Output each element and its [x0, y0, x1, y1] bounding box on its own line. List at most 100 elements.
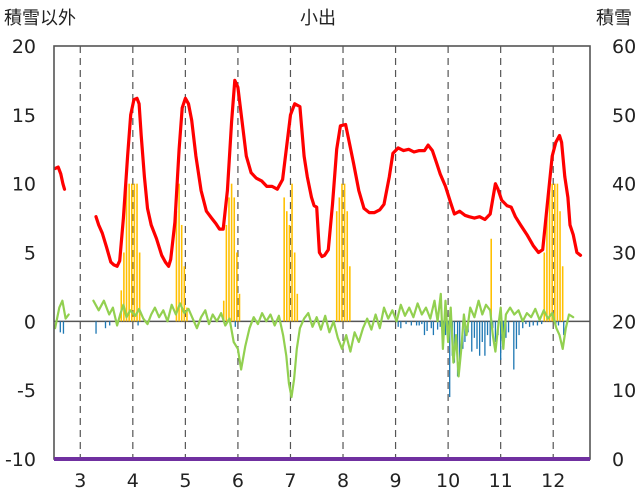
right-tick-4: 20 [612, 311, 636, 333]
snow-bar-34 [546, 211, 548, 322]
snow-bar-15 [228, 197, 230, 322]
snow-bar-40 [561, 266, 564, 322]
precip-bar-33 [476, 321, 478, 349]
x-tick-0: 3 [74, 470, 86, 492]
precip-bar-29 [464, 321, 466, 342]
left-tick-2: 10 [12, 174, 36, 196]
precip-bar-53 [536, 321, 539, 326]
snow-bar-9 [178, 183, 180, 322]
snow-bar-7 [138, 252, 141, 322]
precip-bar-31 [471, 321, 473, 352]
snow-bar-36 [551, 183, 553, 322]
right-axis-label: 積雪 [596, 8, 632, 29]
chart-title: 小出 [300, 8, 336, 29]
precip-bar-56 [557, 321, 560, 326]
left-tick-3: 5 [24, 243, 36, 265]
snow-bar-26 [335, 211, 338, 322]
snow-depth-bars [120, 183, 564, 322]
precip-bar-9 [405, 321, 407, 325]
snow-bar-22 [288, 224, 291, 322]
right-tick-2: 40 [612, 174, 636, 196]
precip-bar-1 [62, 321, 65, 334]
temperature-lines [53, 78, 583, 399]
precip-bar-18 [436, 321, 439, 330]
snow-bar-30 [346, 211, 349, 322]
left-tick-4: 0 [24, 311, 36, 333]
precip-bar-16 [430, 321, 432, 329]
precip-bar-54 [540, 321, 543, 325]
x-tick-7: 10 [436, 470, 460, 492]
precip-bar-12 [418, 321, 420, 326]
snow-bar-28 [341, 183, 343, 322]
x-tick-6: 9 [390, 470, 402, 492]
precip-bar-38 [489, 321, 491, 347]
snow-bar-27 [338, 197, 341, 322]
precip-bar-4 [109, 321, 111, 326]
snow-bar-16 [230, 183, 233, 322]
left-y-ticks: 20 15 10 5 0 -5 -10 [5, 36, 36, 471]
snow-bar-0 [120, 290, 123, 322]
min_temp-line-1 [92, 292, 575, 399]
precip-bar-27 [459, 321, 461, 363]
max_temp-line-1 [94, 78, 583, 268]
snow-bar-25 [296, 293, 299, 322]
snow-bar-17 [233, 197, 236, 322]
snow-bar-18 [236, 252, 238, 322]
snow-bar-38 [556, 183, 559, 322]
snow-bar-11 [183, 266, 186, 322]
snow-bar-8 [175, 211, 178, 322]
right-tick-3: 30 [612, 243, 636, 265]
precip-bar-2 [95, 321, 97, 334]
snow-bar-23 [291, 183, 293, 322]
precip-bar-52 [532, 321, 534, 326]
precip-bars [59, 321, 565, 398]
snow-bar-6 [136, 183, 138, 322]
right-tick-6: 0 [612, 449, 624, 471]
precip-bar-36 [484, 321, 486, 356]
precip-bar-37 [486, 321, 489, 336]
precip-bar-42 [500, 321, 502, 360]
x-ticks: 3 4 5 6 7 8 9 10 11 12 [74, 470, 565, 492]
snow-bar-1 [123, 252, 125, 322]
snow-bar-2 [125, 183, 128, 322]
snow-bar-14 [225, 224, 228, 322]
snow-bar-33 [543, 252, 546, 322]
snow-bar-37 [554, 183, 556, 322]
x-tick-8: 11 [489, 470, 513, 492]
max_temp-line-0 [53, 165, 67, 191]
precip-bar-51 [528, 321, 531, 327]
precip-bar-6 [234, 321, 236, 327]
precip-bar-50 [525, 321, 527, 325]
precip-bar-5 [137, 321, 139, 326]
precip-bar-17 [432, 321, 435, 336]
snow-bar-4 [130, 183, 133, 322]
x-tick-4: 7 [284, 470, 296, 492]
precip-bar-48 [518, 321, 520, 336]
snow-bar-10 [180, 224, 183, 322]
snow-bar-12 [186, 307, 188, 322]
precip-bar-7 [397, 321, 399, 327]
precip-bar-46 [513, 321, 515, 370]
precip-bar-47 [515, 321, 518, 349]
precip-bar-40 [494, 321, 497, 342]
left-tick-1: 15 [12, 105, 36, 127]
precip-bar-14 [423, 321, 426, 336]
x-tick-1: 4 [127, 470, 139, 492]
precip-bar-11 [415, 321, 418, 326]
precip-bar-19 [439, 321, 441, 327]
precip-bar-3 [104, 321, 107, 329]
precip-bar-15 [426, 321, 428, 331]
precip-bar-32 [473, 321, 476, 338]
x-tick-5: 8 [337, 470, 349, 492]
right-tick-0: 60 [612, 36, 636, 58]
snow-bar-21 [286, 211, 288, 322]
x-tick-9: 12 [541, 470, 565, 492]
snow-bar-19 [238, 293, 241, 322]
precip-bar-34 [478, 321, 481, 356]
snow-bar-31 [349, 266, 351, 322]
precip-bar-21 [444, 321, 447, 336]
snow-bar-13 [222, 300, 225, 322]
snow-bar-32 [490, 238, 492, 322]
precip-bar-10 [410, 321, 412, 326]
